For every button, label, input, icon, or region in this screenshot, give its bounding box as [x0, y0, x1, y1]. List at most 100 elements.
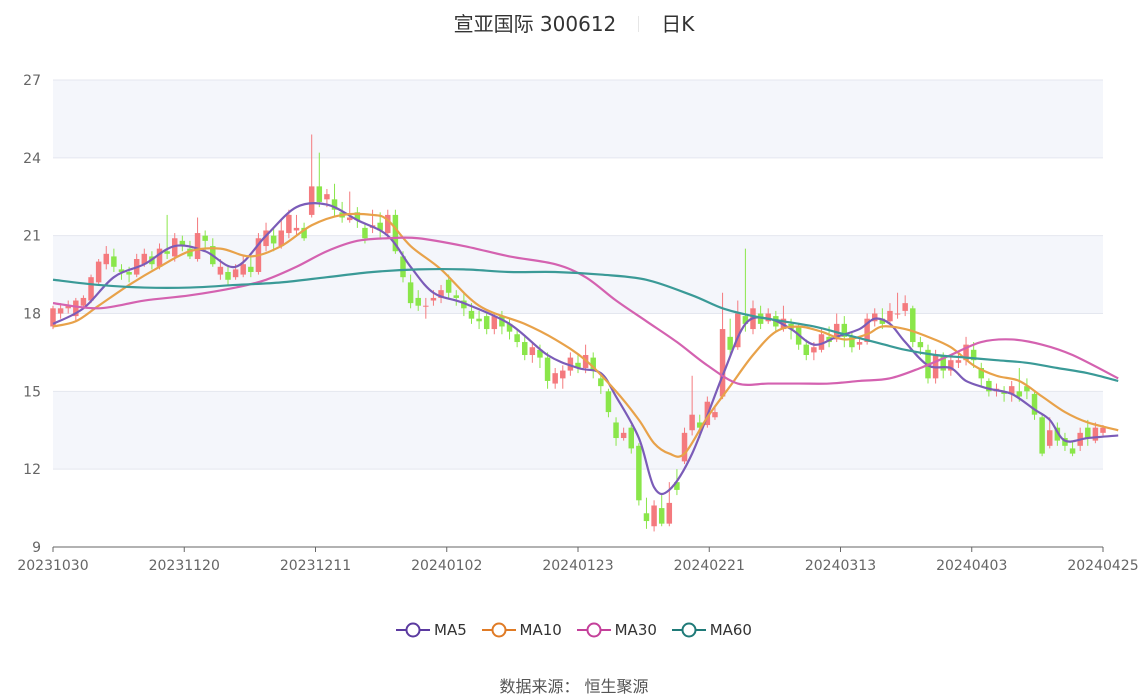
candle — [978, 362, 984, 387]
candle-body — [666, 502, 673, 524]
candle — [88, 274, 94, 304]
legend-item-ma10[interactable]: MA10 — [481, 621, 562, 639]
candle-body — [347, 217, 353, 221]
candle-body — [803, 344, 809, 356]
candle — [65, 300, 71, 314]
legend-label-ma10: MA10 — [519, 621, 562, 639]
candle-body — [111, 256, 117, 267]
candle — [522, 336, 528, 361]
candle — [156, 243, 163, 270]
candle — [818, 329, 825, 353]
candle — [628, 425, 634, 454]
candle-body — [88, 277, 94, 301]
candle — [620, 427, 627, 441]
candle — [301, 222, 307, 241]
candle-body — [278, 230, 284, 247]
candle-body — [757, 313, 764, 324]
candle — [1008, 380, 1015, 402]
candle-body — [179, 240, 186, 247]
candle — [1039, 414, 1045, 457]
candle — [1085, 419, 1091, 446]
legend-item-ma60[interactable]: MA60 — [671, 621, 752, 639]
legend-item-ma5[interactable]: MA5 — [396, 621, 467, 639]
x-tick-label: 20240102 — [411, 558, 482, 574]
candle-body — [506, 323, 513, 332]
candle-body — [453, 295, 459, 298]
candle-body — [476, 318, 482, 322]
axes: 27 24 21 18 15 12 9 20231030 20231120 20231211 202… — [17, 73, 1138, 574]
candle-body — [575, 362, 581, 368]
candle — [293, 214, 300, 236]
candle-body — [917, 342, 924, 348]
ma60-legend-icon — [671, 622, 706, 638]
candle-body — [902, 303, 908, 311]
legend-label-ma30: MA30 — [614, 621, 657, 639]
chart-title: 宣亚国际 300612 日K — [0, 8, 1148, 37]
candle-body — [689, 414, 695, 431]
candle — [172, 233, 178, 262]
candle-body — [1100, 427, 1106, 433]
candle-body — [499, 316, 505, 327]
candle-body — [719, 329, 726, 397]
candle-body — [598, 378, 604, 387]
legend-item-ma30[interactable]: MA30 — [576, 621, 657, 639]
candle-body — [461, 300, 467, 309]
candle-body — [80, 297, 87, 306]
candle — [841, 316, 848, 348]
candle-body — [735, 313, 741, 348]
y-tick-label: 27 — [23, 73, 41, 89]
candle-body — [864, 318, 870, 343]
candle-body — [1008, 386, 1015, 394]
candle-body — [590, 357, 596, 371]
title-divider — [638, 16, 640, 32]
candle — [407, 274, 414, 309]
candle-body — [407, 282, 414, 304]
ma10-line — [52, 212, 1119, 458]
candle — [567, 352, 574, 376]
candle-body — [910, 308, 916, 343]
candle — [719, 292, 726, 400]
candle — [316, 152, 323, 208]
candle-body — [126, 271, 132, 275]
y-tick-label: 12 — [23, 462, 41, 478]
candlestick-chart: 27 24 21 18 15 12 9 20231030 20231120 20231211 202… — [17, 73, 1138, 574]
candle-body — [620, 432, 627, 439]
candle-body — [872, 313, 878, 322]
candle-body — [468, 310, 475, 319]
candle-body — [1054, 427, 1061, 441]
candle-body — [308, 186, 315, 215]
candle-body — [978, 367, 984, 379]
candle-body — [415, 297, 421, 306]
candle-body — [605, 391, 612, 413]
candle — [742, 248, 749, 332]
candle — [636, 443, 642, 506]
candle-body — [544, 357, 551, 381]
candle — [887, 303, 893, 324]
candle — [423, 297, 429, 319]
candle — [506, 318, 513, 340]
candle-body — [1069, 448, 1076, 454]
candle — [1047, 417, 1053, 449]
candle-body — [445, 279, 452, 293]
data-source: 数据来源： 恒生聚源 — [499, 677, 649, 696]
candle — [902, 295, 908, 317]
x-tick-label: 20231211 — [280, 558, 351, 574]
candle — [1092, 422, 1099, 444]
x-tick-label: 20240123 — [542, 558, 613, 574]
candle — [948, 355, 954, 376]
candle — [529, 342, 536, 363]
candle-body — [628, 427, 634, 449]
candle — [514, 329, 520, 348]
candle-body — [354, 212, 361, 221]
candle — [970, 342, 977, 368]
candle-body — [887, 310, 893, 322]
candle-body — [1085, 427, 1091, 439]
candle — [453, 290, 459, 306]
candle — [194, 217, 201, 262]
candle-body — [1031, 393, 1038, 415]
candle-body — [240, 264, 246, 275]
candle-body — [316, 186, 323, 202]
candle-body — [681, 432, 688, 462]
x-tick-label: 20240403 — [936, 558, 1007, 574]
candle — [1031, 391, 1038, 420]
